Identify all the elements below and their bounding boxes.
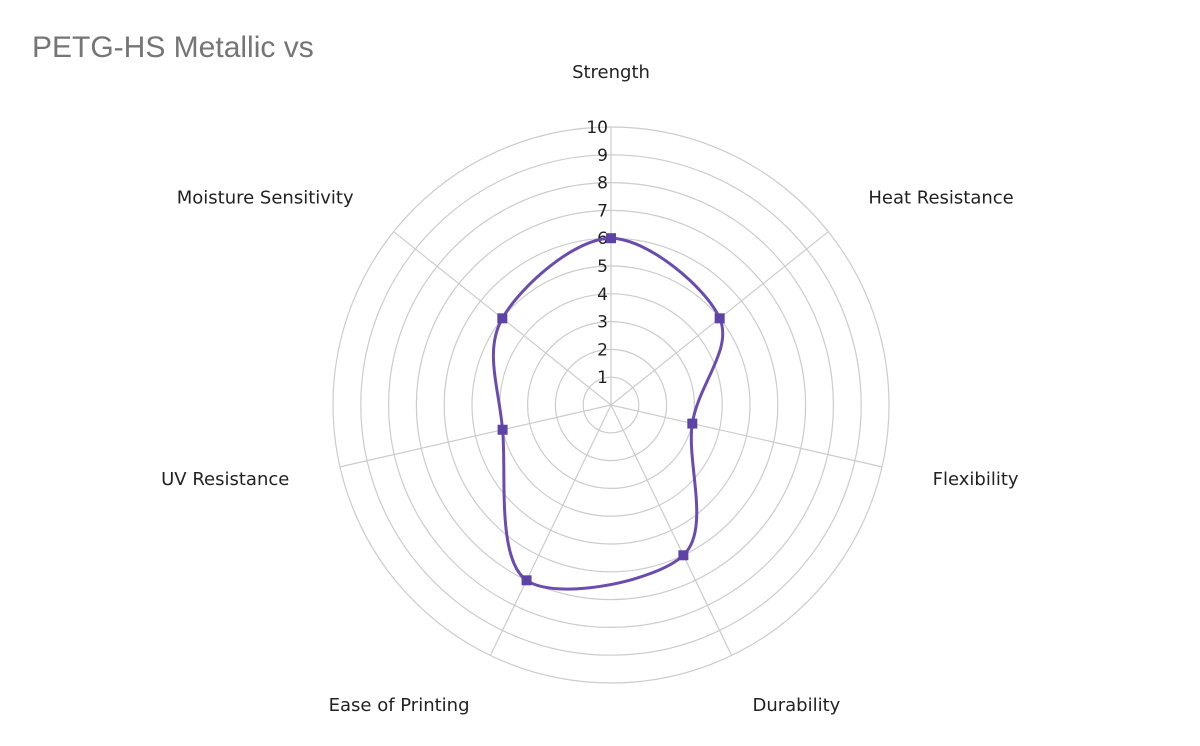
- axis-label: Strength: [572, 62, 650, 83]
- tick-label: 4: [597, 285, 608, 305]
- series-layer: [491, 233, 725, 591]
- grid-spoke: [610, 404, 883, 468]
- chart-title: PETG-HS Metallic vs: [32, 31, 314, 64]
- grid-spoke: [610, 404, 733, 656]
- tick-label: 2: [597, 340, 608, 360]
- tick-label: 1: [597, 368, 608, 388]
- grid-spoke: [339, 404, 612, 468]
- data-point: [687, 418, 698, 429]
- data-point: [678, 550, 689, 561]
- tick-label: 5: [597, 257, 608, 277]
- tick-label: 9: [597, 146, 608, 166]
- axis-label: UV Resistance: [161, 469, 289, 490]
- axis-label: Moisture Sensitivity: [177, 187, 354, 208]
- data-point: [606, 233, 616, 244]
- axis-labels: Strength Heat Resistance Flexibility Durabi…: [161, 62, 1019, 716]
- tick-label: 7: [597, 201, 608, 221]
- tick-label: 3: [597, 313, 608, 333]
- series-line: [491, 236, 725, 591]
- axis-label: Heat Resistance: [868, 187, 1013, 208]
- data-point: [714, 313, 725, 324]
- data-point: [497, 424, 508, 435]
- data-point: [497, 313, 508, 324]
- axis-label: Ease of Printing: [329, 695, 470, 716]
- axis-label: Durability: [752, 695, 840, 716]
- radar-grid: [332, 126, 890, 684]
- axis-label: Flexibility: [933, 469, 1019, 490]
- tick-label: 8: [597, 174, 608, 194]
- data-point: [521, 575, 532, 586]
- grid-spoke: [489, 404, 612, 656]
- tick-label: 10: [586, 118, 608, 138]
